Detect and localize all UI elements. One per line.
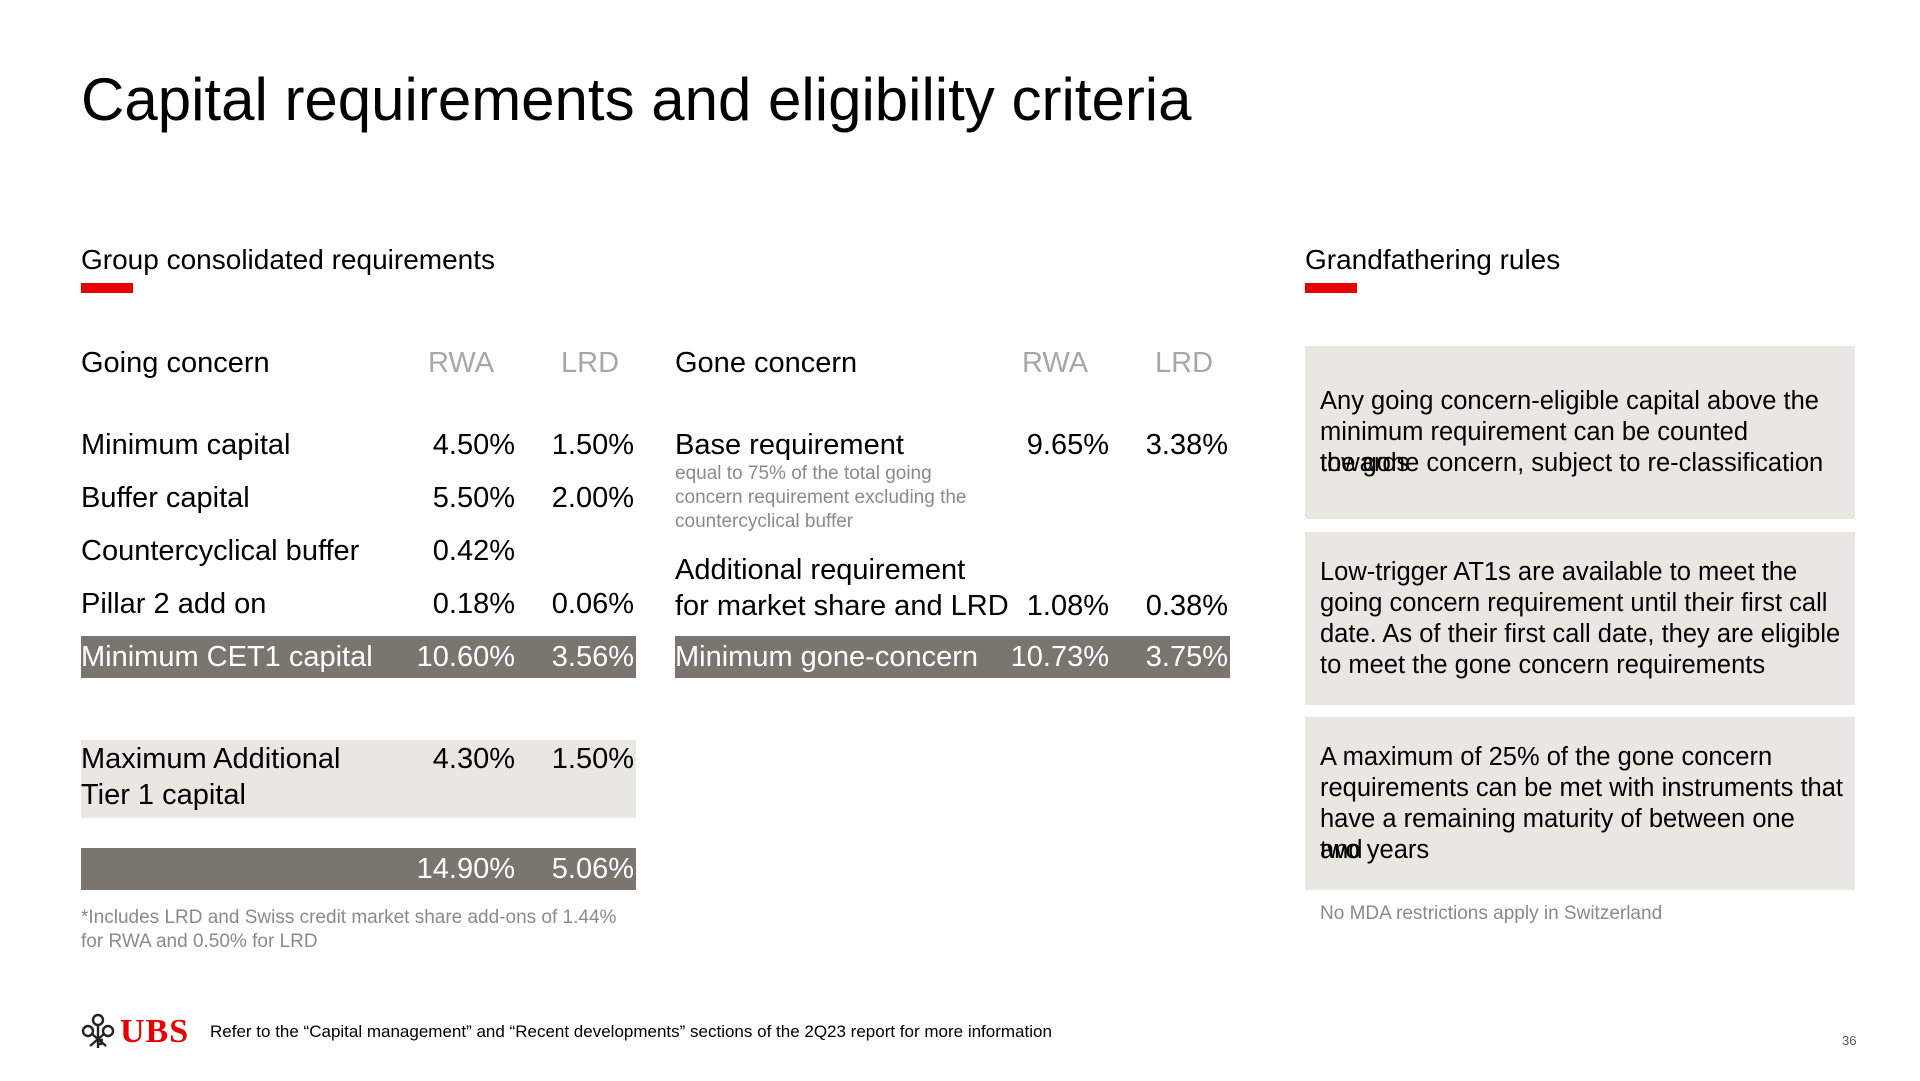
grandfathering-accent-bar <box>1305 283 1357 293</box>
ubs-wordmark: UBS <box>120 1013 190 1050</box>
keys-icon <box>81 1013 115 1048</box>
table-row: Minimum capital 4.50% 1.50% <box>81 423 636 467</box>
minimum-cet1-total-row: Minimum CET1 capital 10.60% 3.56% <box>81 636 636 678</box>
rwa-value: 14.90% <box>416 853 515 885</box>
lrd-value: 0.38% <box>1145 590 1228 622</box>
rwa-value: 10.60% <box>416 641 515 673</box>
grandfathering-box: Low-trigger AT1s are available to meet t… <box>1305 532 1855 705</box>
lrd-value: 3.38% <box>1145 429 1228 461</box>
footnote: *Includes LRD and Swiss credit market sh… <box>81 906 641 954</box>
rwa-value: 9.65% <box>1026 429 1109 461</box>
footer-reference: Refer to the “Capital management” and “R… <box>210 1022 1052 1041</box>
box-line: two years <box>1320 836 1430 864</box>
box-line: going concern requirement until their fi… <box>1320 589 1828 617</box>
grandfathering-box: Any going concern-eligible capital above… <box>1305 346 1855 519</box>
box-line: have a remaining maturity of between one… <box>1320 805 1795 864</box>
gone-lrd-header: LRD <box>1155 347 1214 379</box>
going-concern-header: Going concern RWA LRD <box>81 341 636 385</box>
box-line: Low-trigger AT1s are available to meet t… <box>1320 558 1798 586</box>
at1-row: Maximum Additional Tier 1 capital 4.30% … <box>81 740 636 818</box>
box-line: A maximum of 25% of the gone concern <box>1320 743 1773 771</box>
group-requirements-accent-bar <box>81 283 133 293</box>
rwa-value: 10.73% <box>1010 641 1109 673</box>
grand-total-row: 14.90% 5.06% <box>81 848 636 890</box>
ubs-logo: UBS <box>80 1012 190 1052</box>
rwa-value: 4.50% <box>432 429 515 461</box>
rwa-value: 0.42% <box>432 535 515 567</box>
note-line: equal to 75% of the total going <box>675 463 932 484</box>
lrd-value: 3.75% <box>1145 641 1228 673</box>
lrd-value: 1.50% <box>551 743 634 775</box>
table-row: Pillar 2 add on 0.18% 0.06% <box>81 582 636 626</box>
mda-note: No MDA restrictions apply in Switzerland <box>1320 903 1663 924</box>
row-label: Minimum CET1 capital <box>81 641 373 673</box>
lrd-value: 0.06% <box>551 588 634 620</box>
lrd-value: 3.56% <box>551 641 634 673</box>
lrd-value: 1.50% <box>551 429 634 461</box>
page-number: 36 <box>1842 1033 1857 1048</box>
going-rwa-header: RWA <box>428 347 495 379</box>
row-label-line2: for market share and LRD <box>675 590 1009 622</box>
box-line: to meet the gone concern requirements <box>1320 651 1766 679</box>
page-title: Capital requirements and eligibility cri… <box>81 66 1192 133</box>
rwa-value: 1.08% <box>1026 590 1109 622</box>
note-line: countercyclical buffer <box>675 511 854 532</box>
row-label: Base requirement <box>675 429 904 461</box>
row-label: Countercyclical buffer <box>81 535 360 567</box>
going-concern-title: Going concern <box>81 347 270 379</box>
box-line: the gone concern, subject to re-classifi… <box>1320 449 1824 477</box>
box-line: requirements can be met with instruments… <box>1320 774 1843 802</box>
base-requirement-row: Base requirement 9.65% 3.38% <box>675 423 1230 467</box>
lrd-value: 5.06% <box>551 853 634 885</box>
row-label: Buffer capital <box>81 482 250 514</box>
table-row: Countercyclical buffer 0.42% <box>81 529 636 573</box>
box-line: Any going concern-eligible capital above… <box>1320 387 1819 415</box>
row-label: Minimum capital <box>81 429 291 461</box>
gone-concern-header: Gone concern RWA LRD <box>675 341 1230 385</box>
base-requirement-note: equal to 75% of the total going concern … <box>675 462 995 534</box>
box-line: date. As of their first call date, they … <box>1320 620 1841 648</box>
grandfathering-box: A maximum of 25% of the gone concern req… <box>1305 717 1855 890</box>
going-lrd-header: LRD <box>561 347 620 379</box>
row-label-line2: Tier 1 capital <box>81 779 246 811</box>
row-label: Minimum gone-concern <box>675 641 979 673</box>
row-label: Pillar 2 add on <box>81 588 267 620</box>
note-line: concern requirement excluding the <box>675 487 967 508</box>
additional-requirement-row: Additional requirement for market share … <box>675 552 1230 626</box>
row-label-line1: Maximum Additional <box>81 743 341 775</box>
gone-concern-title: Gone concern <box>675 347 858 379</box>
minimum-gone-concern-row: Minimum gone-concern 10.73% 3.75% <box>675 636 1230 678</box>
rwa-value: 0.18% <box>432 588 515 620</box>
gone-rwa-header: RWA <box>1022 347 1089 379</box>
footnote-line: for RWA and 0.50% for LRD <box>81 931 318 952</box>
rwa-value: 5.50% <box>432 482 515 514</box>
row-label-line1: Additional requirement <box>675 554 966 586</box>
footnote-line: *Includes LRD and Swiss credit market sh… <box>81 907 617 928</box>
lrd-value: 2.00% <box>551 482 634 514</box>
group-requirements-heading: Group consolidated requirements <box>81 244 496 275</box>
box-line: minimum requirement can be counted towar… <box>1320 418 1749 477</box>
table-row: Buffer capital 5.50% 2.00% <box>81 476 636 520</box>
rwa-value: 4.30% <box>432 743 515 775</box>
grandfathering-heading: Grandfathering rules <box>1305 244 1561 275</box>
